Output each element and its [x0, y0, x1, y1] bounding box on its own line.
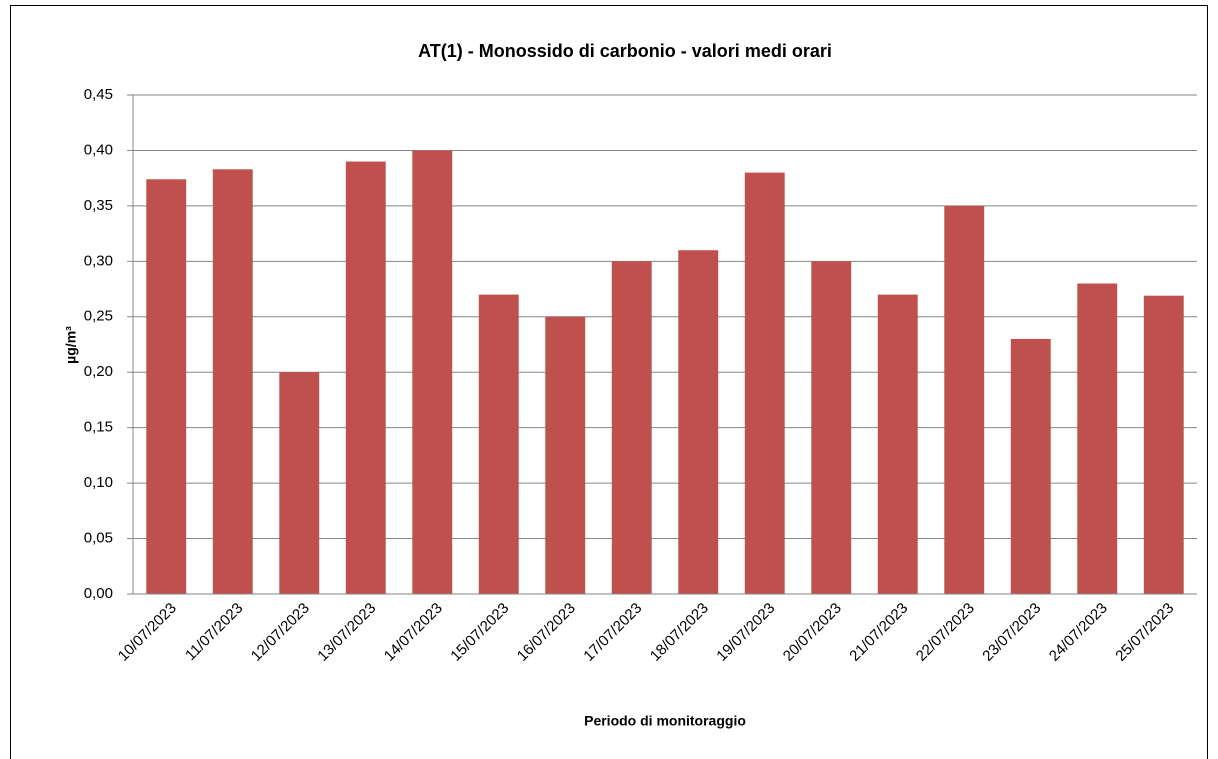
- y-tick-label: 0,00: [84, 585, 113, 602]
- bar: [678, 250, 719, 594]
- y-tick-label: 0,10: [84, 474, 113, 491]
- bar: [944, 205, 985, 594]
- y-tick-label: 0,30: [84, 252, 113, 269]
- y-tick-label: 0,35: [84, 197, 113, 214]
- bar: [1010, 338, 1051, 594]
- y-tick-label: 0,20: [84, 363, 113, 380]
- y-tick-label: 0,25: [84, 308, 113, 325]
- bar: [279, 372, 320, 594]
- y-tick-label: 0,45: [84, 86, 113, 103]
- y-tick-label: 0,05: [84, 530, 113, 547]
- chart-title: AT(1) - Monossido di carbonio - valori m…: [418, 41, 832, 61]
- bar: [811, 261, 852, 594]
- bar: [478, 294, 519, 594]
- y-tick-label: 0,40: [84, 141, 113, 158]
- bar: [744, 172, 785, 594]
- chart-frame: [10, 5, 1208, 759]
- y-tick-label: 0,15: [84, 419, 113, 436]
- bar: [345, 161, 386, 595]
- bar: [877, 294, 918, 594]
- bar: [212, 169, 253, 594]
- bar: [1077, 283, 1118, 594]
- bar: [412, 150, 453, 594]
- bar: [545, 316, 586, 594]
- x-axis-title: Periodo di monitoraggio: [584, 713, 746, 729]
- bar: [611, 261, 652, 594]
- y-axis-title: µg/m³: [63, 326, 79, 364]
- bar: [1143, 295, 1184, 594]
- bar: [146, 179, 187, 594]
